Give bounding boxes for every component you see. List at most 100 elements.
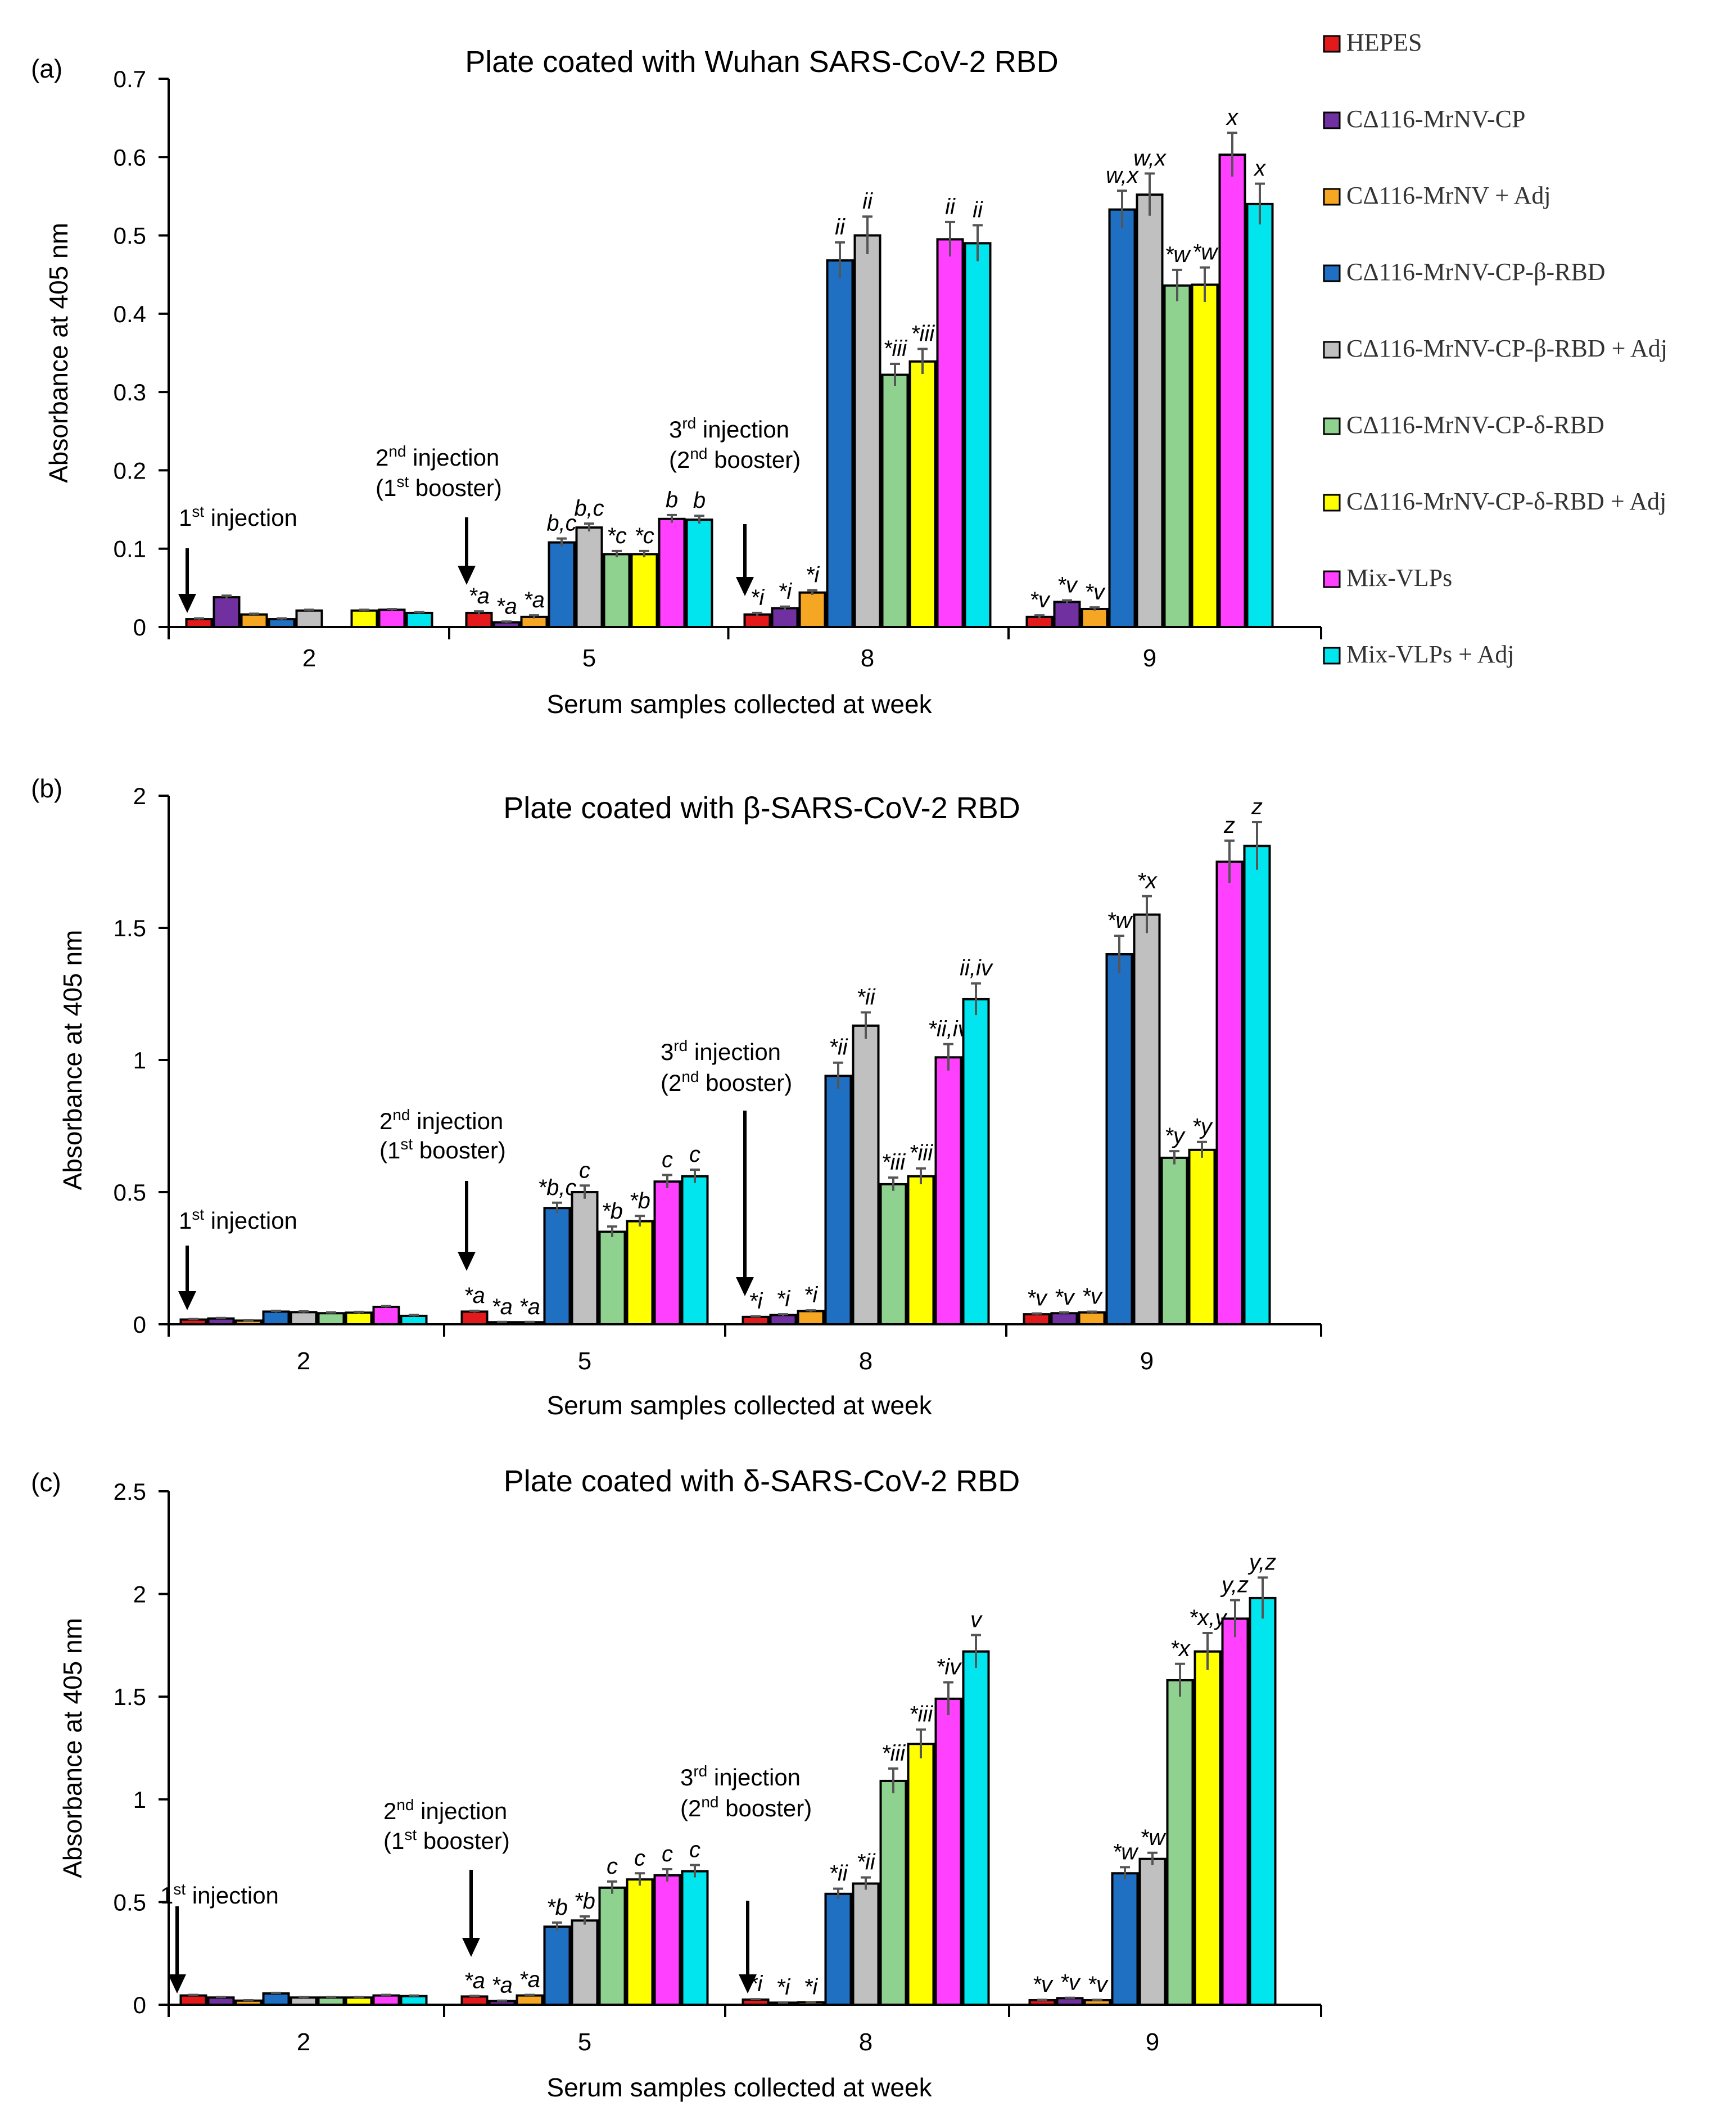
significance-label: *v <box>1060 1970 1081 1995</box>
bar <box>571 1919 599 2006</box>
significance-label: *ii <box>829 1861 848 1886</box>
significance-label: *a <box>519 1967 540 1992</box>
significance-label: *iii <box>911 322 935 346</box>
bar <box>653 1180 681 1325</box>
significance-label: b,c <box>546 511 576 536</box>
significance-label: *v <box>1027 1286 1048 1311</box>
bar <box>879 1183 907 1325</box>
significance-label: c <box>662 1842 673 1866</box>
bar <box>1133 913 1161 1325</box>
bar <box>185 618 213 628</box>
significance-label: *b <box>602 1199 623 1224</box>
booster-label: (1st booster) <box>383 1826 510 1854</box>
y-tick-label: 0.6 <box>114 144 146 170</box>
bar <box>543 1925 571 2006</box>
bar <box>879 1779 907 2006</box>
significance-label: *y <box>1192 1115 1214 1139</box>
arrow-head <box>458 566 476 585</box>
significance-label: *b,c <box>538 1175 577 1200</box>
x-tick-label: 9 <box>1146 2028 1159 2056</box>
bar <box>317 1996 345 2006</box>
bar <box>743 613 771 628</box>
bar <box>372 1305 400 1325</box>
chart-panel-b: (b) Plate coated with β-SARS-CoV-2 RBD 0 0.… <box>31 774 1322 1420</box>
x-tick-label: 9 <box>1140 1347 1154 1375</box>
booster-label: (2nd booster) <box>669 445 801 473</box>
bar <box>1056 1997 1084 2006</box>
injection-label: 3rd injection <box>669 414 789 443</box>
significance-label: *iv <box>936 1655 962 1680</box>
significance-label: ii <box>945 195 956 219</box>
booster-label: (2nd booster) <box>661 1068 792 1096</box>
significance-label: x <box>1253 156 1267 181</box>
significance-label: *ii <box>856 985 875 1009</box>
bar <box>685 518 713 629</box>
significance-label: *w <box>1192 240 1219 265</box>
significance-label: *iii <box>883 336 907 361</box>
significance-label: *i <box>749 1289 763 1314</box>
significance-label: *iii <box>881 1741 906 1766</box>
significance-label: *i <box>751 585 765 610</box>
bar <box>824 1075 852 1325</box>
bar <box>179 1318 207 1326</box>
chart-title: Plate coated with Wuhan SARS-CoV-2 RBD <box>465 45 1059 79</box>
panel-label: (c) <box>31 1468 61 1497</box>
significance-label: v <box>970 1608 983 1632</box>
y-tick-label: 0.3 <box>114 379 146 405</box>
significance-label: b <box>666 488 678 512</box>
x-axis-label: Serum samples collected at week <box>546 2073 932 2102</box>
significance-label: *x <box>1170 1636 1191 1661</box>
significance-label: *w <box>1113 1839 1140 1864</box>
bar <box>852 1882 880 2006</box>
bar <box>1105 953 1133 1325</box>
significance-label: *ii <box>856 1850 875 1875</box>
x-tick-label: 2 <box>297 1347 310 1375</box>
bar <box>268 618 296 628</box>
bar <box>240 613 268 628</box>
bar <box>1221 1617 1249 2006</box>
bar <box>936 238 964 628</box>
y-tick-label: 2.5 <box>114 1478 146 1505</box>
significance-label: *i <box>804 1283 819 1307</box>
x-tick-label: 8 <box>859 2028 872 2056</box>
significance-label: *a <box>519 1294 540 1319</box>
significance-label: c <box>689 1142 700 1167</box>
bar <box>1138 1857 1167 2006</box>
chart-title: Plate coated with β-SARS-CoV-2 RBD <box>503 791 1020 825</box>
legend-swatch <box>1323 111 1341 129</box>
bar <box>1108 208 1136 629</box>
injection-label: 2nd injection <box>379 1106 503 1134</box>
y-tick-label: 0.5 <box>114 1179 146 1206</box>
legend-label: Mix-VLPs + Adj <box>1346 640 1515 668</box>
significance-label: c <box>607 1854 618 1879</box>
bar <box>179 1994 207 2006</box>
injection-label: 2nd injection <box>383 1796 507 1824</box>
bar <box>603 553 631 629</box>
significance-label: c <box>634 1846 645 1870</box>
y-tick-label: 1 <box>133 1047 146 1073</box>
bar <box>769 1314 797 1326</box>
bar <box>658 517 686 628</box>
legend-label: CΔ116-MrNV-CP-δ-RBD <box>1346 411 1604 439</box>
bar <box>742 1315 770 1326</box>
bar <box>681 1175 709 1326</box>
significance-label: *i <box>776 1975 791 2000</box>
legend-swatch <box>1323 494 1341 512</box>
bar <box>881 373 909 628</box>
bar <box>548 541 576 628</box>
significance-label: *a <box>491 1294 513 1319</box>
legend-swatch <box>1323 188 1341 206</box>
injection-label: 1st injection <box>179 1206 297 1234</box>
bar <box>908 360 937 628</box>
bar <box>1194 1650 1222 2006</box>
injection-label: 2nd injection <box>376 443 499 471</box>
bar <box>964 242 992 628</box>
arrow-head <box>178 594 196 613</box>
arrow-head <box>739 1974 757 1993</box>
bar <box>345 1996 373 2006</box>
significance-label: *w <box>1140 1825 1167 1850</box>
significance-label: *c <box>607 524 627 548</box>
bar <box>1246 202 1274 629</box>
significance-label: c <box>689 1838 700 1862</box>
bar <box>630 553 658 629</box>
